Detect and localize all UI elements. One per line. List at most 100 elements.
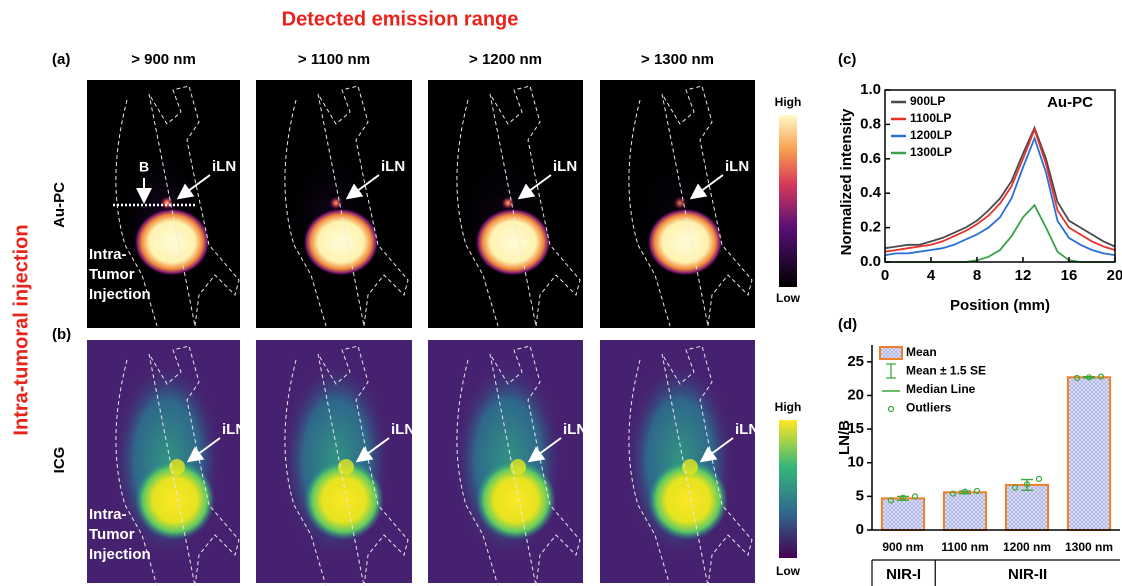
node-signal: [160, 196, 174, 210]
data-point: [1085, 374, 1093, 381]
arrow: [345, 174, 380, 200]
tumor-signal: [134, 208, 210, 276]
bar: [942, 491, 988, 531]
annotation: Au-PC: [1047, 94, 1093, 111]
y-tick-label: 25: [847, 353, 864, 370]
image: iLN: [600, 340, 759, 586]
panel-label: (d): [838, 316, 857, 333]
x-tick-label: 16: [1061, 267, 1078, 284]
plot-frame: [884, 89, 1116, 263]
legend-label: 1100LP: [910, 111, 951, 125]
x-tick-label: 900 nm: [882, 540, 923, 554]
colorbar-high: High: [775, 400, 802, 414]
y-tick-label: 1.0: [860, 81, 881, 98]
x-tick-label: 4: [927, 267, 936, 284]
image: iLN: [600, 80, 755, 328]
legend-label: Mean ± 1.5 SE: [906, 364, 986, 378]
arrow: [689, 174, 724, 200]
x-tick-label: 0: [881, 267, 889, 284]
legend-label: Outliers: [906, 401, 952, 415]
image: iLN: [256, 80, 412, 328]
bar: [880, 497, 926, 531]
y-tick-label: 20: [847, 386, 864, 403]
injection-label: Tumor: [89, 266, 135, 283]
node-label: iLN: [725, 158, 749, 175]
image-grid: > 900 nm iLN iLN > 1100 nm iLN iLN > 1200 nm iL…: [87, 51, 759, 586]
x-tick-label: 1300 nm: [1065, 540, 1113, 554]
y-axis-label: Normalized intensity: [838, 108, 855, 255]
column-label: > 1100 nm: [298, 51, 370, 68]
y-tick-label: 0.6: [860, 150, 881, 167]
node-label: iLN: [222, 421, 246, 438]
legend-label: 900LP: [910, 94, 945, 108]
node-signal: [501, 196, 515, 210]
colorbar: [779, 420, 797, 558]
data-point: [911, 493, 919, 500]
image: iLN: [428, 80, 583, 328]
node-label: iLN: [553, 158, 577, 175]
colorbar: [779, 115, 797, 287]
x-tick-label: 1200 nm: [1003, 540, 1051, 554]
tumor-signal: [304, 460, 384, 540]
injection-label: Injection: [89, 286, 151, 303]
line-series: [884, 135, 1116, 256]
data-point: [1097, 373, 1105, 380]
x-tick-label: 8: [973, 267, 981, 284]
row-label: Au-PC: [51, 182, 68, 228]
image: iLN: [87, 340, 246, 586]
injection-label: Intra-: [89, 246, 127, 263]
y-tick-label: 10: [847, 454, 864, 471]
row-label: ICG: [51, 447, 68, 474]
column-label: > 1200 nm: [469, 51, 542, 68]
bar: [1004, 483, 1050, 532]
tumor-signal: [135, 460, 215, 540]
arrow: [176, 174, 211, 200]
tumor-signal: [475, 208, 551, 276]
node-label: iLN: [735, 421, 759, 438]
x-tick-label: 1100 nm: [941, 540, 988, 554]
colorbar-low: Low: [776, 291, 801, 305]
node-signal: [329, 196, 343, 210]
side-label: Intra-tumoral injection: [10, 224, 32, 435]
injection-label: Injection: [89, 546, 151, 563]
node-signal: [682, 459, 698, 475]
image: iLN: [256, 340, 415, 586]
legend-swatch: [886, 363, 896, 379]
data-point: [887, 497, 895, 504]
y-tick-label: 0.8: [860, 115, 881, 132]
colorbar-low: Low: [776, 564, 801, 578]
arrow: [186, 437, 221, 463]
data-point: [961, 488, 969, 495]
node-signal: [338, 459, 354, 475]
legend-swatch: [887, 405, 895, 413]
image: iLN: [428, 340, 587, 586]
data-point: [973, 487, 981, 495]
tumor-signal: [647, 208, 723, 276]
y-tick-label: 5: [856, 487, 864, 504]
node-signal: [510, 459, 526, 475]
bar: [1066, 376, 1112, 532]
x-tick-label: 12: [1015, 267, 1032, 284]
legend-swatch: [879, 346, 903, 360]
tumor-signal: [648, 460, 728, 540]
tumor-signal: [476, 460, 556, 540]
injection-label: Intra-: [89, 506, 127, 523]
data-point: [1011, 484, 1019, 491]
node-label: iLN: [391, 421, 415, 438]
y-tick-label: 0: [856, 521, 864, 538]
tumor-signal: [303, 208, 379, 276]
panel-label: (b): [52, 326, 71, 343]
panel-label: (c): [838, 51, 856, 68]
y-tick-label: 0.2: [860, 219, 881, 236]
group-label: NIR-II: [1008, 566, 1047, 583]
line-series: [884, 125, 1116, 250]
data-point: [1073, 374, 1081, 382]
data-point: [1035, 475, 1043, 482]
y-tick-label: 0.0: [860, 253, 881, 270]
colorbar-high: High: [775, 95, 802, 109]
group-lines: [871, 559, 1120, 586]
column-label: > 1300 nm: [641, 51, 714, 68]
node-signal: [673, 196, 687, 210]
arrow: [517, 174, 552, 200]
y-tick-label: 0.4: [860, 184, 882, 201]
